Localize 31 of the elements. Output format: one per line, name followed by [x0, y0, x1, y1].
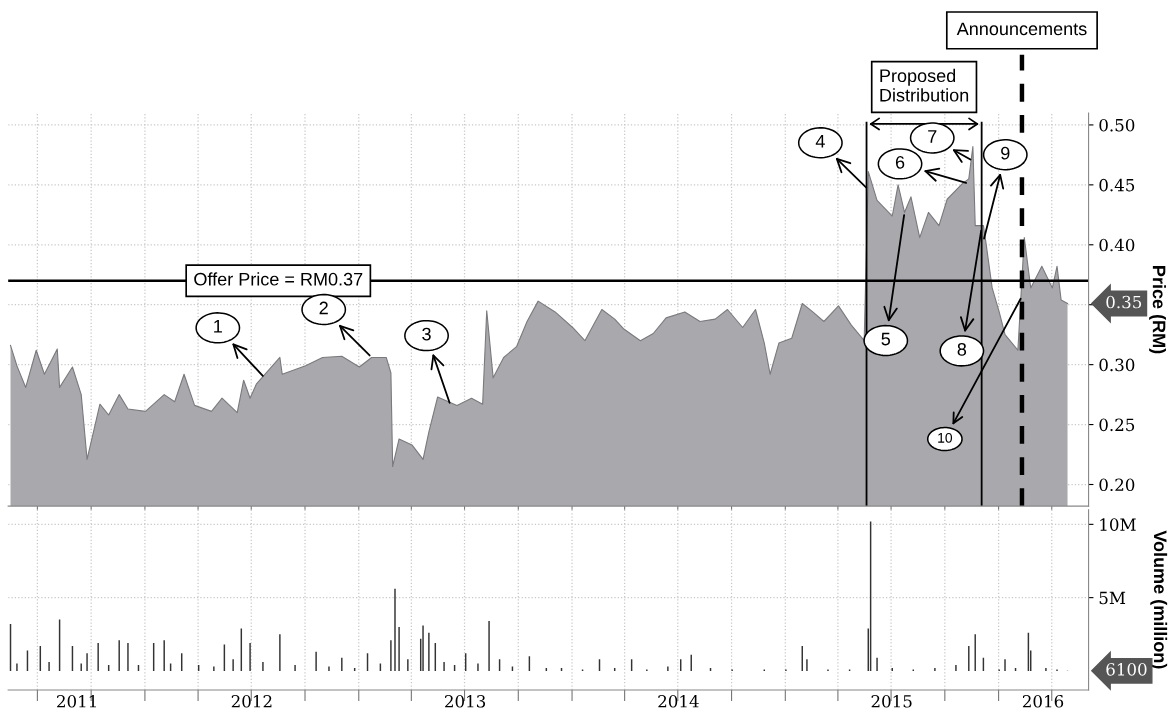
annotation: 5 [881, 332, 891, 346]
annotation: 3 [422, 327, 431, 341]
ref-line-label: Proposed Distribution [880, 68, 969, 102]
annotation: 6 [895, 155, 905, 169]
annotation: 4 [815, 135, 825, 148]
annotation: 2 [319, 301, 328, 315]
annotation: 9 [1001, 146, 1010, 160]
y-tick-label: 0.20 [1099, 478, 1135, 492]
y-axis-title: Volume (million) [1150, 530, 1168, 669]
y-tick-label: 0.25 [1099, 418, 1135, 432]
x-tick-label: 2015 [871, 694, 912, 708]
y-tick-label: 0.40 [1099, 238, 1135, 252]
x-tick-label: 2014 [658, 694, 699, 708]
annotation: 1 [214, 320, 222, 333]
y-tick-label: 5M [1099, 591, 1126, 605]
text: 0.35 [1106, 295, 1142, 309]
annotation: 7 [928, 130, 937, 143]
y-axis-title: Price (RM) [1149, 266, 1166, 354]
annotation: 8 [957, 342, 967, 356]
x-tick-label: 2013 [445, 694, 486, 708]
y-tick-label: 0.50 [1099, 118, 1135, 132]
y-tick-label: 0.30 [1099, 358, 1135, 372]
text: 6100 [1106, 663, 1147, 676]
x-tick-label: 2016 [1022, 694, 1064, 708]
annotation: 10 [938, 432, 953, 443]
x-tick-label: 2012 [231, 694, 272, 708]
ref-line-label: Offer Price = RM0.37 [194, 272, 363, 286]
x-tick-label: 2011 [57, 694, 96, 708]
y-tick-label: 0.45 [1099, 178, 1135, 192]
y-tick-label: 10M [1100, 518, 1136, 531]
ref-line-label: Announcements [956, 22, 1087, 36]
